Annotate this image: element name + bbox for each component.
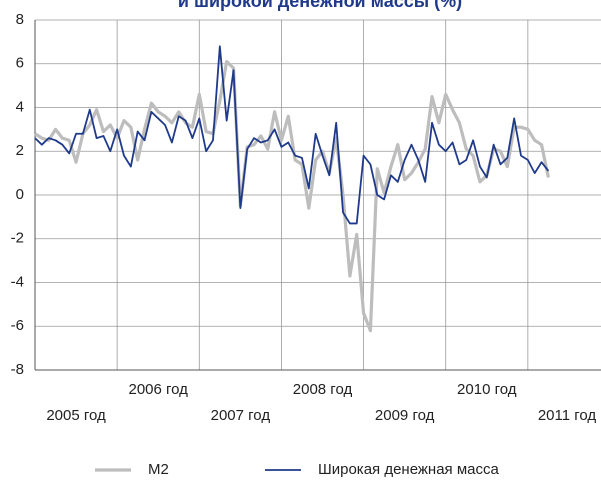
y-tick-label: -8: [11, 361, 24, 378]
x-tick-label: 2011 год: [538, 407, 597, 424]
x-tick-label: 2010 год: [457, 381, 517, 398]
y-tick-label: 6: [16, 55, 24, 72]
y-tick-label: 0: [16, 186, 24, 203]
x-tick-label: 2005 год: [46, 407, 106, 424]
y-tick-label: 4: [16, 98, 24, 115]
y-tick-label: -6: [11, 317, 24, 334]
x-tick-label: 2008 год: [293, 381, 353, 398]
x-tick-label: 2006 год: [128, 381, 188, 398]
series-line: [34, 59, 550, 333]
y-tick-label: -4: [11, 273, 24, 290]
series-line: [34, 45, 550, 225]
y-tick-label: 2: [16, 142, 24, 159]
chart-title: и широкой денежной массы (%): [178, 0, 462, 11]
legend-label: Широкая денежная масса: [318, 461, 499, 478]
x-tick-label: 2009 год: [375, 407, 435, 424]
y-tick-label: 8: [16, 11, 24, 28]
legend-label: M2: [148, 461, 169, 478]
y-tick-label: -2: [11, 230, 24, 247]
x-tick-label: 2007 год: [211, 407, 271, 424]
